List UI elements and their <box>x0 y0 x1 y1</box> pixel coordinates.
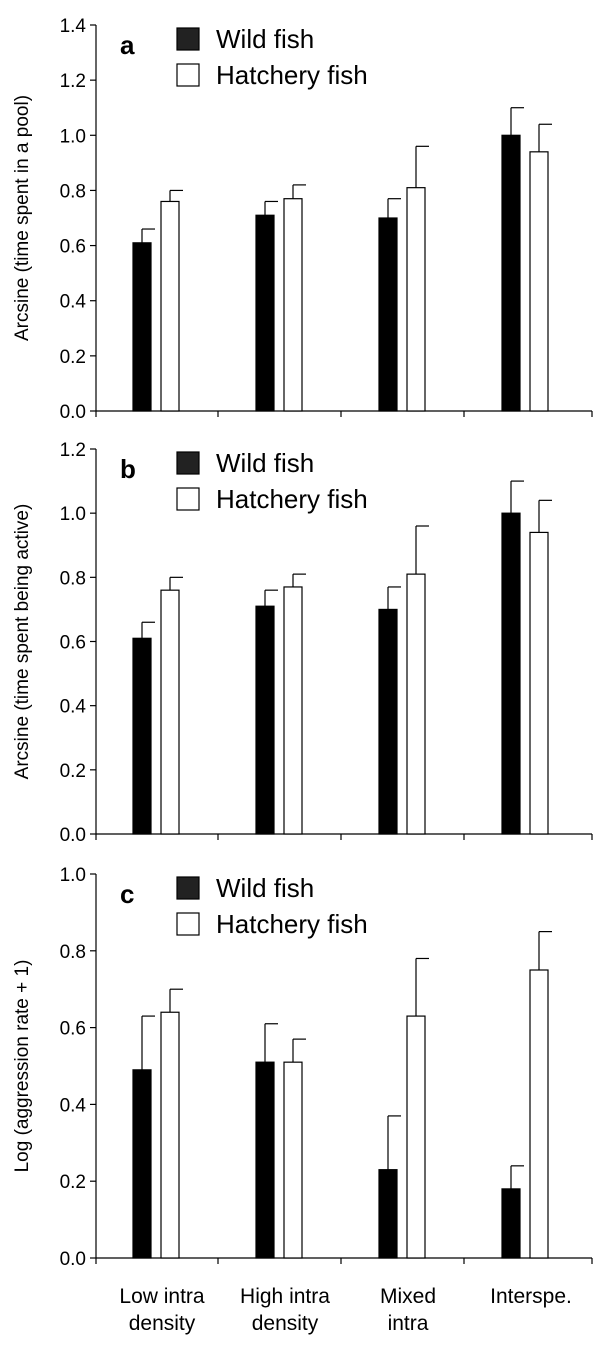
x-category-label: intra <box>388 1312 429 1335</box>
bar-hatchery-1 <box>283 586 303 835</box>
legend-label-wild: Wild fish <box>216 24 314 54</box>
y-tick-label: 0.8 <box>60 181 86 202</box>
y-tick-label: 1.2 <box>60 71 86 92</box>
y-tick-label: 0.4 <box>60 292 87 313</box>
legend-label-hatchery: Hatchery fish <box>216 484 368 514</box>
y-tick-label: 1.0 <box>60 504 86 525</box>
panels: 0.0 0.2 0.4 0.6 0.8 1.0 1.2 1.4 Arcsine (time sp… <box>12 16 593 1270</box>
y-tick-label: 0.8 <box>60 942 86 963</box>
bar-hatchery-0 <box>160 589 180 835</box>
bar-hatchery-2 <box>406 573 426 835</box>
panel-letter: c <box>120 879 134 909</box>
bar-hatchery-0 <box>160 1011 180 1259</box>
x-category-label: Mixed <box>380 1285 436 1308</box>
x-category-label: High intra <box>240 1285 330 1308</box>
x-category-label: Low intra <box>119 1285 205 1308</box>
y-tick-label: 0.6 <box>60 1019 86 1040</box>
y-tick-label: 0.2 <box>60 347 86 368</box>
y-tick-label: 0.0 <box>60 825 86 846</box>
bar-wild-0 <box>132 1069 152 1259</box>
bar-wild-0 <box>132 242 152 412</box>
y-axis-title: Log (aggression rate + 1) <box>12 960 33 1173</box>
panel-letter: a <box>120 30 135 60</box>
bar-wild-2 <box>378 1169 398 1259</box>
y-tick-label: 0.4 <box>60 1095 87 1116</box>
y-tick-label: 0.0 <box>60 1249 86 1270</box>
bar-hatchery-3 <box>529 969 549 1259</box>
legend-swatch-wild <box>176 27 200 51</box>
bar-hatchery-3 <box>529 531 549 835</box>
legend-swatch-hatchery <box>176 912 200 936</box>
legend-swatch-wild <box>176 876 200 900</box>
bar-wild-2 <box>378 608 398 835</box>
bar-wild-3 <box>501 134 521 412</box>
legend-label-wild: Wild fish <box>216 873 314 903</box>
bar-hatchery-1 <box>283 198 303 412</box>
bar-wild-3 <box>501 512 521 835</box>
legend-swatch-hatchery <box>176 63 200 87</box>
x-category-label: Interspe. <box>490 1285 572 1308</box>
chart-panel-a: 0.0 0.2 0.4 0.6 0.8 1.0 1.2 1.4 Arcsine (time sp… <box>12 16 593 423</box>
y-tick-label: 1.4 <box>60 16 87 37</box>
bar-hatchery-3 <box>529 151 549 412</box>
x-category-label: density <box>129 1312 196 1335</box>
legend-label-hatchery: Hatchery fish <box>216 909 368 939</box>
legend-swatch-wild <box>176 451 200 475</box>
bar-wild-2 <box>378 217 398 412</box>
y-tick-label: 0.6 <box>60 237 86 258</box>
bar-wild-1 <box>255 605 275 835</box>
bar-wild-3 <box>501 1188 521 1259</box>
y-tick-label: 0.2 <box>60 1172 86 1193</box>
y-tick-label: 0.6 <box>60 633 86 654</box>
panel-letter: b <box>120 454 136 484</box>
y-tick-label: 1.2 <box>60 440 86 461</box>
y-tick-label: 0.0 <box>60 402 86 423</box>
y-tick-label: 0.2 <box>60 761 86 782</box>
y-tick-label: 0.4 <box>60 697 87 718</box>
bar-wild-1 <box>255 214 275 412</box>
bar-hatchery-0 <box>160 200 180 412</box>
y-axis-title: Arcsine (time spent in a pool) <box>12 95 33 341</box>
bar-wild-1 <box>255 1061 275 1259</box>
bar-hatchery-2 <box>406 1015 426 1259</box>
y-tick-label: 0.8 <box>60 568 86 589</box>
y-tick-label: 1.0 <box>60 126 86 147</box>
legend-label-hatchery: Hatchery fish <box>216 60 368 90</box>
legend-label-wild: Wild fish <box>216 448 314 478</box>
bar-wild-0 <box>132 637 152 835</box>
x-category-label: density <box>252 1312 319 1335</box>
x-category-labels: Low intra density High intra density Mixed in… <box>119 1285 571 1335</box>
legend-swatch-hatchery <box>176 487 200 511</box>
y-axis-title: Arcsine (time spent being active) <box>12 504 33 780</box>
chart-panel-b: 0.0 0.2 0.4 0.6 0.8 1.0 1.2 Arcsine (time spent… <box>12 440 593 846</box>
y-tick-label: 1.0 <box>60 865 86 886</box>
bar-hatchery-2 <box>406 187 426 412</box>
chart-panel-c: 0.0 0.2 0.4 0.6 0.8 1.0 Log (aggression rate +… <box>12 865 593 1270</box>
bar-hatchery-1 <box>283 1061 303 1259</box>
